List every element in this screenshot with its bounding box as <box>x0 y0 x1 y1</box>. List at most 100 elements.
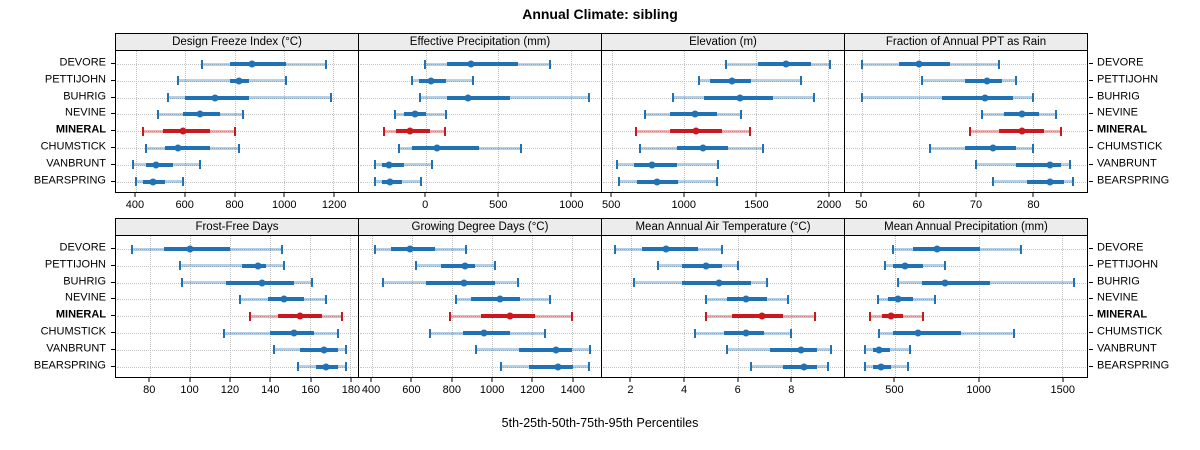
x-tick-label: 1200 <box>321 199 347 211</box>
whisker-cap-5th <box>704 294 707 304</box>
median-dot <box>258 279 266 287</box>
row-axis-tick <box>111 332 115 333</box>
whisker-cap-95th <box>589 345 591 355</box>
x-tick <box>570 192 572 197</box>
panel-growing-degree-days: Growing Degree Days (°C) 400 600 800 1000 120… <box>358 218 602 398</box>
interval-25th-75th <box>782 364 818 369</box>
x-tick <box>828 192 830 197</box>
site-label-chumstick: CHUMSTICK <box>1097 325 1163 338</box>
median-dot <box>322 363 330 371</box>
vertical-gridline <box>270 236 271 377</box>
horizontal-gridline <box>360 164 600 166</box>
whisker-cap-95th <box>997 59 1000 69</box>
x-tick-label: 400 <box>361 384 381 396</box>
interval-25th-75th <box>681 263 722 268</box>
row-axis-tick <box>1089 113 1093 115</box>
x-tick-label: 50 <box>855 199 868 211</box>
plot-area-frost-free-days <box>115 235 359 378</box>
x-tick-label: 160 <box>301 384 320 396</box>
x-axis-effective-precipitation: 0 500 1000 <box>358 192 602 213</box>
horizontal-gridline <box>117 299 357 301</box>
x-tick-label: 80 <box>143 384 156 396</box>
whisker-cap-5th <box>980 109 983 119</box>
whisker-cap-5th <box>249 311 251 321</box>
x-tick-label: 600 <box>175 199 194 211</box>
x-tick <box>755 192 757 197</box>
horizontal-gridline <box>117 148 357 149</box>
site-label-bearspring: BEARSPRING <box>33 359 106 372</box>
x-axis-design-freeze-index: 400 600 800 1000 1200 <box>115 192 359 213</box>
median-dot <box>699 144 707 152</box>
x-tick-label: 600 <box>402 384 421 396</box>
site-label-nevine: NEVINE <box>65 291 106 304</box>
interval-25th-75th <box>633 162 677 167</box>
x-tick <box>978 377 980 382</box>
whisker-cap-5th <box>134 177 137 187</box>
x-tick-label: 80 <box>1027 199 1040 211</box>
median-dot <box>554 363 562 371</box>
whisker-cap-5th <box>618 177 621 187</box>
whisker-cap-5th <box>179 261 181 271</box>
vertical-gridline <box>631 236 633 377</box>
row-axis-tick <box>1089 315 1093 317</box>
x-tick-label: 2 <box>627 384 634 396</box>
whisker-cap-95th <box>829 345 832 355</box>
horizontal-gridline <box>846 181 1086 183</box>
x-tick-label: 6 <box>734 384 741 396</box>
median-dot <box>427 77 435 85</box>
median-dot <box>480 329 488 337</box>
x-tick <box>184 192 186 197</box>
median-dot <box>174 144 182 152</box>
vertical-gridline <box>862 51 864 192</box>
median-dot <box>648 161 656 169</box>
horizontal-gridline <box>117 131 357 133</box>
row-axis-tick <box>111 365 115 367</box>
whisker-cap-5th <box>920 76 923 86</box>
median-dot <box>320 346 328 354</box>
vertical-gridline <box>190 236 191 377</box>
row-axis-tick <box>1089 163 1093 165</box>
whisker-cap-95th <box>1071 177 1074 187</box>
site-label-buhrig: BUHRIG <box>63 90 106 103</box>
row-axis-tick <box>1089 147 1093 148</box>
whisker-cap-5th <box>181 278 183 288</box>
horizontal-gridline <box>603 64 843 65</box>
whisker-cap-5th <box>374 244 376 254</box>
row-axis-tick <box>111 79 115 81</box>
interval-25th-75th <box>165 146 210 150</box>
row-axis-tick <box>111 180 115 182</box>
vertical-gridline <box>498 51 500 192</box>
vertical-gridline <box>975 51 977 192</box>
horizontal-gridline <box>360 366 600 368</box>
vertical-gridline <box>350 236 351 377</box>
whisker-cap-95th <box>544 328 546 338</box>
x-tick <box>410 377 412 382</box>
x-tick <box>234 192 235 197</box>
row-axis-tick <box>1089 348 1093 350</box>
horizontal-gridline <box>603 299 843 301</box>
median-dot <box>464 94 472 102</box>
whisker-cap-5th <box>223 328 225 338</box>
horizontal-gridline <box>360 349 600 351</box>
whisker-cap-5th <box>410 76 413 86</box>
x-tick <box>610 192 612 197</box>
median-dot <box>385 161 393 169</box>
whisker-cap-95th <box>588 362 590 372</box>
vertical-gridline <box>412 236 413 377</box>
site-label-buhrig: BUHRIG <box>1097 90 1140 103</box>
site-labels-left-bottom: DEVORE PETTIJOHN BUHRIG NEVINE MINERAL CHUMST… <box>0 218 115 400</box>
interval-25th-75th <box>893 263 924 268</box>
whisker-cap-5th <box>475 345 477 355</box>
whisker-cap-95th <box>325 294 327 304</box>
x-tick-label: 140 <box>261 384 280 396</box>
median-dot <box>758 312 766 320</box>
vertical-gridline <box>150 236 151 377</box>
whisker-cap-95th <box>813 311 816 321</box>
x-tick-label: 100 <box>180 384 199 396</box>
whisker-cap-5th <box>644 109 647 119</box>
interval-25th-75th <box>382 162 404 167</box>
x-tick-label: 180 <box>341 384 361 396</box>
median-dot <box>715 279 723 287</box>
site-label-vanbrunt: VANBRUNT <box>1097 342 1157 355</box>
whisker-cap-95th <box>494 261 496 271</box>
